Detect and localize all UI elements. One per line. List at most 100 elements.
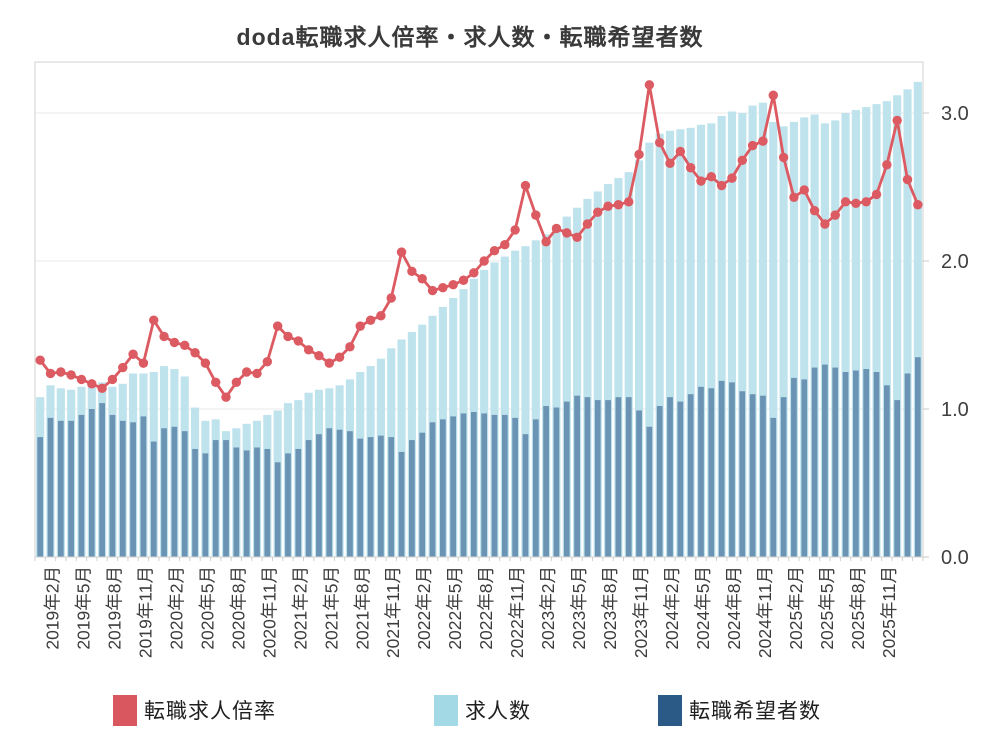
ratio-point bbox=[768, 90, 778, 100]
kibousha-bar bbox=[326, 428, 333, 557]
ratio-point bbox=[76, 374, 87, 385]
kibousha-bar bbox=[398, 451, 405, 557]
kibousha-bar bbox=[274, 462, 281, 557]
kyujinsu-bar bbox=[893, 95, 902, 558]
kibousha-bar bbox=[305, 440, 312, 557]
ratio-point bbox=[882, 160, 892, 170]
ratio-point bbox=[231, 377, 242, 388]
ratio-point bbox=[138, 358, 149, 368]
legend-item-seekers: 転職希望者数 bbox=[658, 693, 821, 727]
kibousha-bar bbox=[522, 434, 529, 557]
kyujinsu-bar bbox=[851, 110, 860, 557]
kibousha-bar bbox=[181, 431, 188, 557]
kibousha-bar bbox=[760, 395, 766, 557]
kyujinsu-bar bbox=[521, 246, 530, 557]
ratio-point bbox=[448, 279, 458, 290]
kyujinsu-bar bbox=[913, 81, 922, 558]
ratio-point bbox=[365, 315, 376, 325]
ratio-point bbox=[272, 321, 283, 331]
ratio-point bbox=[727, 173, 737, 183]
x-tick-label: 2023年8月 bbox=[600, 566, 620, 650]
ratio-point bbox=[603, 201, 613, 211]
kibousha-bar bbox=[57, 420, 64, 557]
kibousha-bar bbox=[357, 438, 364, 557]
kyujinsu-bar bbox=[882, 101, 891, 557]
x-tick-label: 2021年5月 bbox=[321, 566, 341, 650]
kyujinsu-bar bbox=[665, 130, 675, 557]
kibousha-bar bbox=[202, 453, 209, 557]
ratio-point bbox=[747, 140, 758, 151]
kibousha-bar bbox=[470, 411, 477, 557]
ratio-point bbox=[159, 331, 169, 342]
kibousha-bar bbox=[894, 400, 901, 557]
ratio-point bbox=[613, 200, 624, 210]
ratio-point bbox=[696, 176, 706, 186]
ratio-point bbox=[685, 163, 696, 173]
ratio-point bbox=[45, 368, 56, 379]
ratio-point bbox=[675, 146, 686, 157]
x-tick-label: 2023年11月 bbox=[631, 566, 651, 658]
kyujinsu-bar bbox=[696, 124, 706, 557]
legend-label-ratio: 転職求人倍率 bbox=[144, 700, 276, 723]
ratio-point bbox=[211, 377, 221, 388]
kibousha-bar bbox=[512, 417, 519, 557]
kibousha-bar bbox=[646, 426, 653, 557]
kyujinsu-bar bbox=[758, 102, 768, 557]
kyujinsu-bar bbox=[655, 133, 664, 557]
kibousha-bar bbox=[811, 367, 818, 557]
ratio-point bbox=[314, 351, 324, 361]
kibousha-bar bbox=[440, 419, 446, 557]
legend-label-openings: 求人数 bbox=[465, 700, 531, 723]
ratio-point bbox=[500, 240, 510, 250]
kyujinsu-bar bbox=[862, 107, 871, 557]
seekers-swatch-icon bbox=[658, 694, 682, 726]
kibousha-bar bbox=[884, 385, 890, 557]
kibousha-bar bbox=[429, 422, 436, 557]
kibousha-bar bbox=[677, 401, 684, 557]
kibousha-bar bbox=[192, 448, 198, 557]
kibousha-bar bbox=[791, 377, 797, 557]
ratio-point bbox=[169, 337, 180, 348]
ratio-point bbox=[913, 200, 923, 210]
ratio-point bbox=[334, 352, 345, 362]
kyujinsu-bar bbox=[490, 262, 499, 557]
kyujinsu-bar bbox=[552, 225, 561, 558]
ratio-point bbox=[262, 356, 273, 367]
ratio-point bbox=[407, 266, 417, 277]
kibousha-bar bbox=[605, 400, 611, 557]
ratio-point bbox=[107, 374, 118, 385]
kibousha-bar bbox=[336, 429, 343, 557]
x-tick-label: 2020年11月 bbox=[259, 566, 279, 658]
kibousha-bar bbox=[914, 357, 921, 557]
kibousha-bar bbox=[481, 413, 488, 557]
ratio-point bbox=[851, 198, 861, 208]
kibousha-bar bbox=[501, 414, 508, 557]
kibousha-bar bbox=[780, 397, 787, 557]
kibousha-bar bbox=[584, 397, 591, 557]
ratio-point bbox=[541, 237, 551, 247]
x-tick-label: 2022年2月 bbox=[414, 566, 434, 650]
ratio-point bbox=[221, 392, 231, 402]
kibousha-bar bbox=[140, 416, 147, 557]
kibousha-bar bbox=[409, 440, 415, 557]
ratio-point bbox=[531, 210, 541, 220]
ratio-point bbox=[840, 197, 851, 207]
kibousha-bar bbox=[78, 414, 85, 557]
ratio-point bbox=[324, 358, 334, 368]
x-tick-label: 2025年5月 bbox=[817, 566, 837, 650]
ratio-point bbox=[355, 321, 365, 331]
x-tick-label: 2024年8月 bbox=[724, 566, 744, 650]
kibousha-bar bbox=[212, 440, 219, 557]
ratio-point bbox=[716, 180, 727, 191]
ratio-point bbox=[520, 180, 531, 191]
x-tick-label: 2022年8月 bbox=[476, 566, 496, 650]
kyujinsu-bar bbox=[614, 178, 623, 557]
ratio-point bbox=[252, 368, 262, 379]
kibousha-bar bbox=[574, 395, 580, 557]
ratio-point bbox=[479, 256, 489, 266]
ratio-point bbox=[820, 219, 830, 229]
kibousha-bar bbox=[419, 432, 426, 557]
openings-swatch-icon bbox=[434, 694, 458, 726]
